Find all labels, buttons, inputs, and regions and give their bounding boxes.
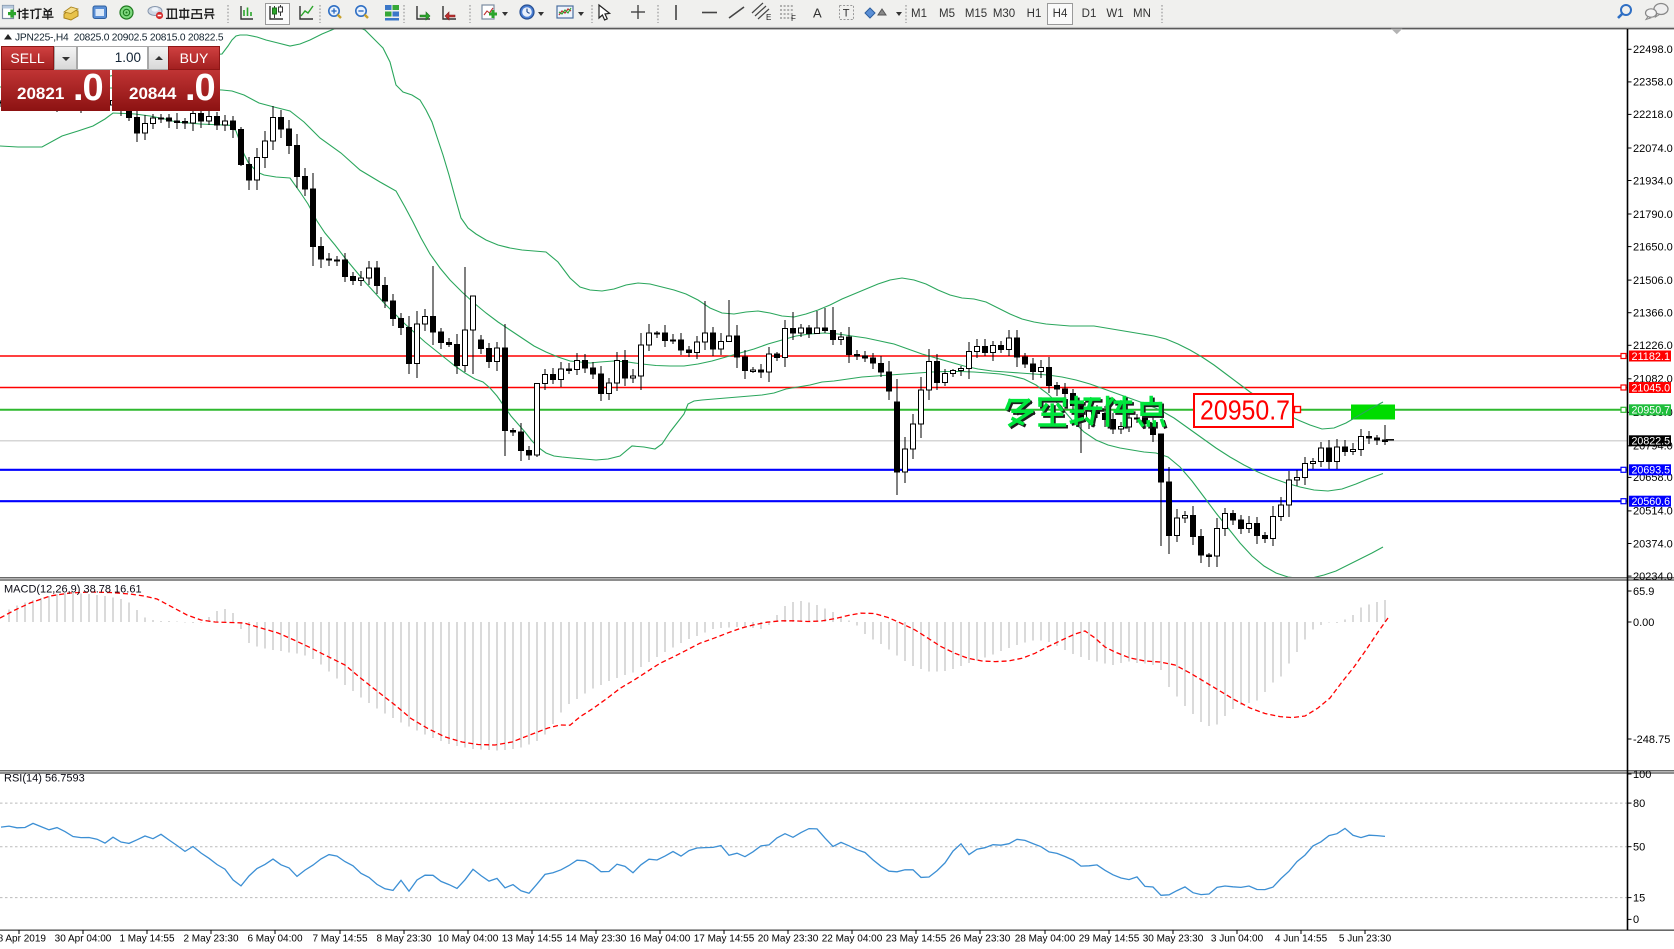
svg-text:20950.7: 20950.7	[1200, 395, 1290, 426]
svg-text:21226.0: 21226.0	[1633, 340, 1673, 352]
svg-text:50: 50	[1633, 842, 1645, 854]
svg-text:4 Jun 14:55: 4 Jun 14:55	[1275, 934, 1328, 945]
svg-text:RSI(14) 56.7593: RSI(14) 56.7593	[4, 773, 85, 785]
svg-text:H4: H4	[1053, 8, 1068, 20]
svg-text:10 May 04:00: 10 May 04:00	[438, 934, 499, 945]
svg-text:3 Jun 04:00: 3 Jun 04:00	[1211, 934, 1264, 945]
svg-text:1 May 14:55: 1 May 14:55	[119, 934, 174, 945]
svg-text:8 May 23:30: 8 May 23:30	[376, 934, 431, 945]
svg-text:30 May 23:30: 30 May 23:30	[1143, 934, 1204, 945]
svg-text:M1: M1	[911, 8, 927, 20]
svg-text:21045.0: 21045.0	[1632, 382, 1671, 394]
svg-text:21182.1: 21182.1	[1632, 351, 1671, 363]
svg-text:22498.0: 22498.0	[1633, 44, 1673, 56]
svg-text:F: F	[791, 14, 796, 23]
svg-text:13 May 14:55: 13 May 14:55	[502, 934, 563, 945]
svg-text:20822.5: 20822.5	[1632, 436, 1671, 448]
svg-text:0.00: 0.00	[1633, 617, 1654, 629]
svg-text:65.9: 65.9	[1633, 586, 1654, 598]
svg-text:22074.0: 22074.0	[1633, 143, 1673, 155]
svg-text:-248.75: -248.75	[1633, 734, 1670, 746]
svg-text:M30: M30	[993, 8, 1015, 20]
svg-text:80: 80	[1633, 798, 1645, 810]
svg-text:20514.0: 20514.0	[1633, 506, 1673, 518]
svg-text:16 May 04:00: 16 May 04:00	[630, 934, 691, 945]
svg-text:D1: D1	[1082, 8, 1097, 20]
svg-text:2 May 23:30: 2 May 23:30	[183, 934, 238, 945]
svg-text:21790.0: 21790.0	[1633, 209, 1673, 221]
svg-text:21934.0: 21934.0	[1633, 175, 1673, 187]
svg-text:29 May 14:55: 29 May 14:55	[1079, 934, 1140, 945]
svg-text:H1: H1	[1027, 8, 1042, 20]
svg-text:28 Apr 2019: 28 Apr 2019	[0, 934, 46, 945]
svg-text:M15: M15	[965, 8, 987, 20]
svg-text:20693.5: 20693.5	[1632, 465, 1671, 477]
svg-text:M5: M5	[939, 8, 955, 20]
svg-text:20234.0: 20234.0	[1633, 571, 1673, 583]
svg-text:100: 100	[1633, 769, 1651, 781]
svg-text:A: A	[813, 6, 822, 21]
svg-text:MN: MN	[1133, 8, 1151, 20]
svg-text:17 May 14:55: 17 May 14:55	[694, 934, 755, 945]
svg-text:21650.0: 21650.0	[1633, 241, 1673, 253]
svg-text:7 May 14:55: 7 May 14:55	[312, 934, 367, 945]
svg-text:20950.7: 20950.7	[1632, 405, 1671, 417]
svg-text:28 May 04:00: 28 May 04:00	[1015, 934, 1076, 945]
svg-text:W1: W1	[1106, 8, 1123, 20]
svg-text:5 Jun 23:30: 5 Jun 23:30	[1339, 934, 1392, 945]
svg-text:30 Apr 04:00: 30 Apr 04:00	[55, 934, 112, 945]
svg-text:20560.6: 20560.6	[1632, 496, 1671, 508]
svg-text:6 May 04:00: 6 May 04:00	[247, 934, 302, 945]
svg-text:22218.0: 22218.0	[1633, 109, 1673, 121]
svg-text:JPN225-,H4 20825.0 20902.5 20: JPN225-,H4 20825.0 20902.5 20815.0 20822…	[15, 33, 224, 44]
svg-text:0: 0	[1633, 914, 1639, 926]
svg-text:22358.0: 22358.0	[1633, 77, 1673, 89]
svg-text:20374.0: 20374.0	[1633, 538, 1673, 550]
svg-text:22 May 04:00: 22 May 04:00	[822, 934, 883, 945]
svg-text:20 May 23:30: 20 May 23:30	[758, 934, 819, 945]
svg-text:E: E	[766, 13, 771, 22]
svg-text:23 May 14:55: 23 May 14:55	[886, 934, 947, 945]
svg-text:MACD(12,26,9) 38.78 16.61: MACD(12,26,9) 38.78 16.61	[4, 584, 142, 596]
svg-text:15: 15	[1633, 892, 1645, 904]
svg-text:26 May 23:30: 26 May 23:30	[950, 934, 1011, 945]
svg-text:14 May 23:30: 14 May 23:30	[566, 934, 627, 945]
svg-text:T: T	[843, 8, 850, 20]
svg-text:21366.0: 21366.0	[1633, 308, 1673, 320]
svg-text:21506.0: 21506.0	[1633, 275, 1673, 287]
